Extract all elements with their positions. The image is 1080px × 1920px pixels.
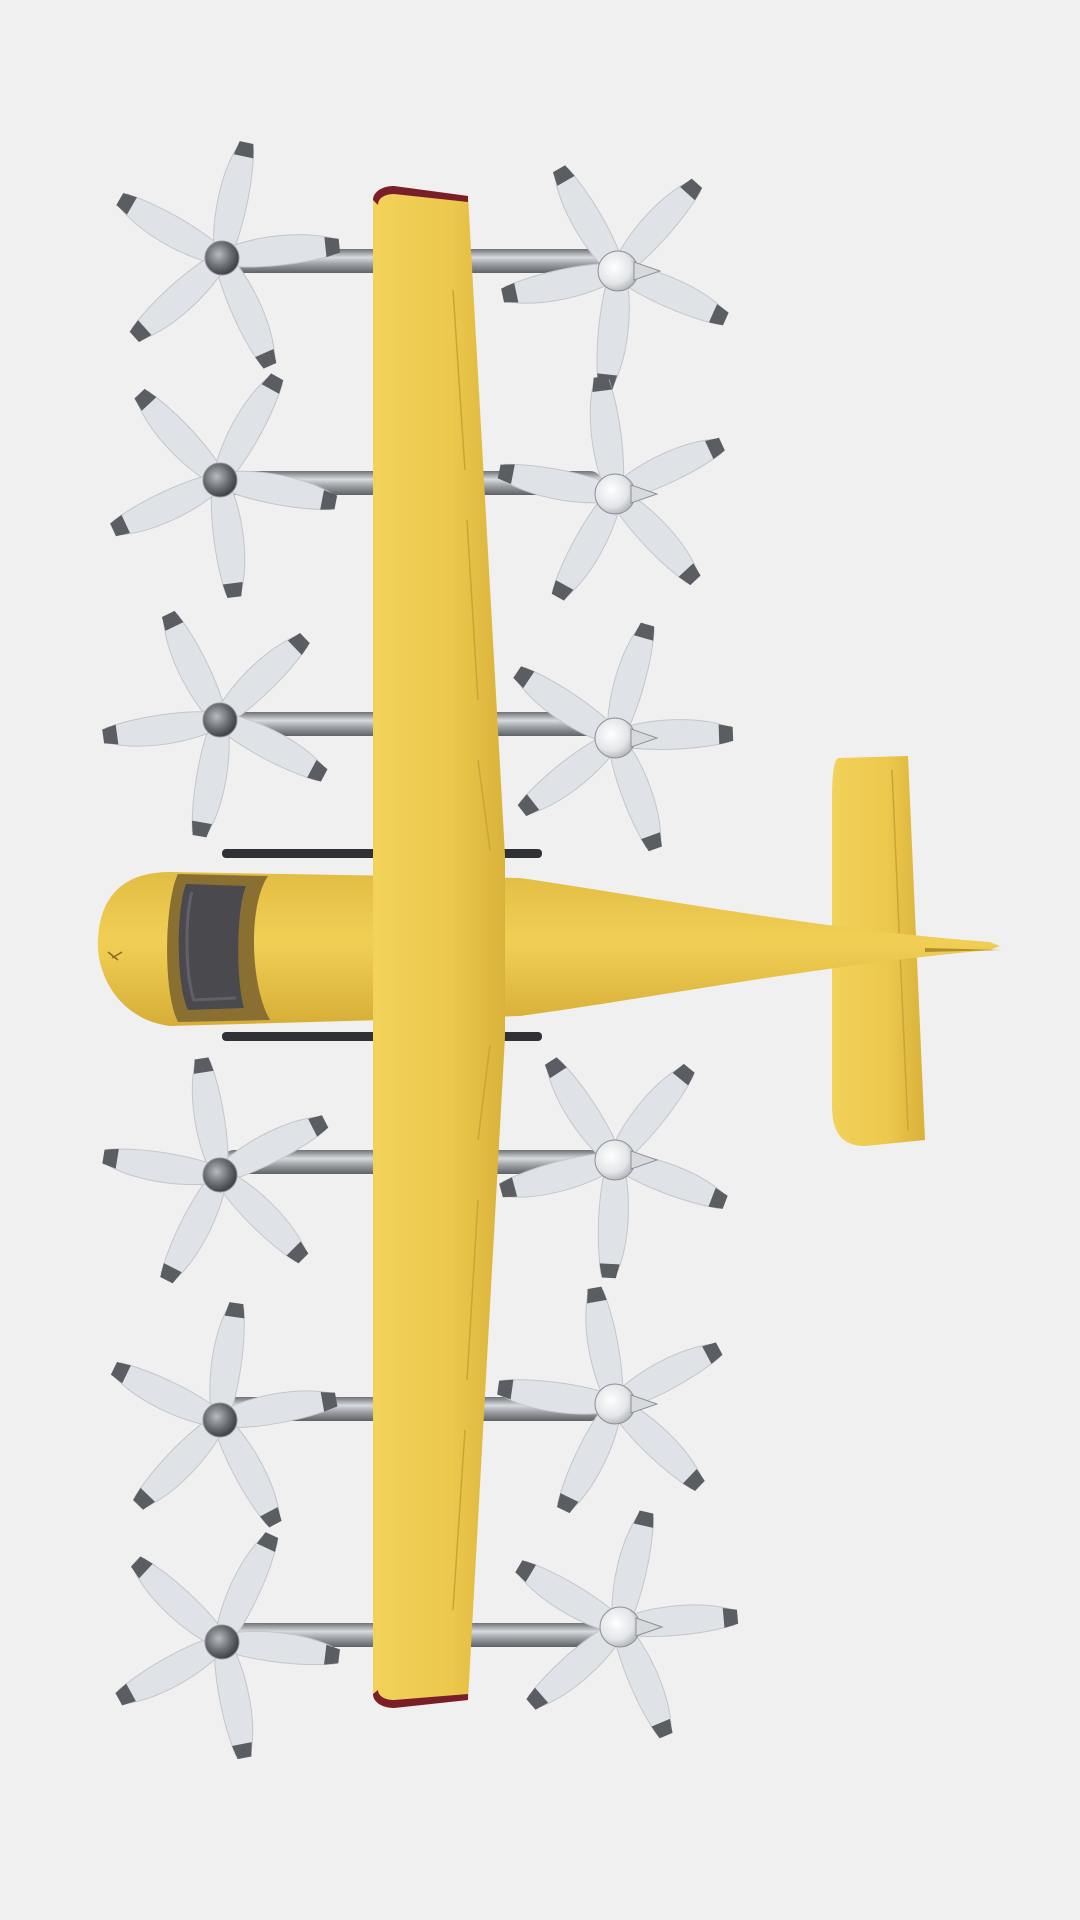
rotor-1 (111, 138, 342, 372)
rotor-hub (594, 473, 636, 515)
canopy-glass (178, 884, 246, 1010)
rotor-hub (204, 1624, 240, 1660)
spinner-cone (633, 261, 662, 281)
nose-mark-icon (107, 951, 123, 961)
rotor-hub (204, 240, 240, 276)
fuselage (97, 872, 1002, 1026)
rotor-5 (106, 1300, 340, 1531)
rotor-3 (100, 607, 333, 840)
rotor-9 (507, 619, 734, 854)
main-wing (373, 186, 505, 1708)
rotor-hub (202, 1157, 238, 1193)
rotor-12 (509, 1507, 740, 1742)
rotor-2 (106, 368, 340, 600)
spinner-cone (630, 1394, 659, 1414)
spinner-cone (630, 728, 659, 748)
rotor-4 (100, 1055, 332, 1289)
rotors (100, 138, 740, 1761)
spinner-cone (630, 1150, 659, 1170)
rotor-hub (202, 1402, 238, 1438)
rotor-hub (594, 1383, 636, 1425)
spinner-cone (635, 1617, 664, 1637)
spinner-cone (630, 484, 659, 504)
rotor-hub (594, 1139, 636, 1181)
rotor-8 (495, 374, 729, 606)
rotor-hub (599, 1606, 641, 1648)
rotor-hub (594, 717, 636, 759)
rotor-11 (495, 1284, 726, 1518)
rotor-hub (597, 250, 639, 292)
rotor-10 (497, 1053, 732, 1280)
rotor-hub (202, 462, 238, 498)
rotor-7 (499, 161, 733, 391)
rotor-hub (202, 702, 238, 738)
rotor-6 (111, 1527, 342, 1761)
